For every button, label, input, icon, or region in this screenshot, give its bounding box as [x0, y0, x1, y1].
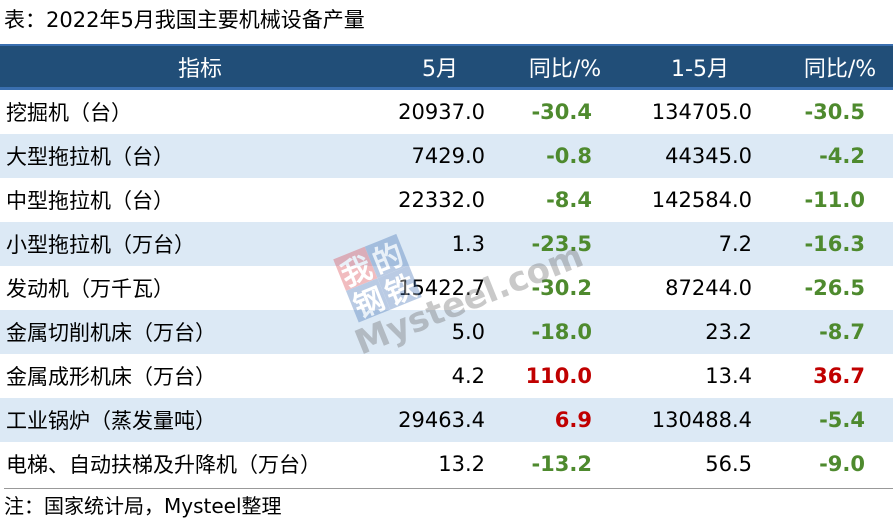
table-row: 工业锅炉（蒸发量吨） 29463.4 6.9 130488.4 -5.4 — [0, 398, 893, 442]
jan-may-value-cell: 134705.0 — [651, 100, 752, 124]
indicator-cell: 金属切削机床（万台） — [6, 321, 216, 345]
may-yoy-cell: 110.0 — [525, 364, 592, 388]
may-yoy-cell: -30.4 — [531, 100, 592, 124]
may-value-cell: 22332.0 — [398, 188, 485, 212]
indicator-cell: 挖掘机（台） — [6, 101, 132, 125]
jan-may-yoy-cell: -30.5 — [804, 100, 865, 124]
jan-may-value-cell: 142584.0 — [651, 188, 752, 212]
table-row: 中型拖拉机（台） 22332.0 -8.4 142584.0 -11.0 — [0, 178, 893, 222]
indicator-cell: 小型拖拉机（万台） — [6, 233, 195, 257]
header-may: 5月 — [422, 56, 458, 82]
jan-may-value-cell: 56.5 — [705, 452, 752, 476]
header-jan-may-yoy: 同比/% — [803, 56, 877, 82]
table-row: 挖掘机（台） 20937.0 -30.4 134705.0 -30.5 — [0, 90, 893, 134]
table-row: 电梯、自动扶梯及升降机（万台） 13.2 -13.2 56.5 -9.0 — [0, 442, 893, 486]
may-yoy-cell: -8.4 — [546, 188, 592, 212]
may-yoy-cell: -23.5 — [531, 232, 592, 256]
jan-may-value-cell: 130488.4 — [651, 408, 752, 432]
header-may-yoy: 同比/% — [528, 56, 602, 82]
jan-may-yoy-cell: -4.2 — [819, 144, 865, 168]
may-yoy-cell: -18.0 — [531, 320, 592, 344]
jan-may-yoy-cell: -8.7 — [819, 320, 865, 344]
may-value-cell: 5.0 — [451, 320, 485, 344]
may-value-cell: 4.2 — [451, 364, 485, 388]
header-jan-may: 1-5月 — [671, 56, 729, 82]
table-row: 金属切削机床（万台） 5.0 -18.0 23.2 -8.7 — [0, 310, 893, 354]
indicator-cell: 金属成形机床（万台） — [6, 365, 216, 389]
jan-may-value-cell: 13.4 — [705, 364, 752, 388]
jan-may-yoy-cell: -5.4 — [819, 408, 865, 432]
jan-may-yoy-cell: -9.0 — [819, 452, 865, 476]
table-header: 指标 5月 同比/% 1-5月 同比/% — [0, 44, 893, 90]
table-row: 发动机（万千瓦） 15422.7 -30.2 87244.0 -26.5 — [0, 266, 893, 310]
jan-may-value-cell: 44345.0 — [665, 144, 752, 168]
source-note: 注：国家统计局，Mysteel整理 — [4, 488, 893, 523]
may-yoy-cell: -0.8 — [546, 144, 592, 168]
may-yoy-cell: -13.2 — [531, 452, 592, 476]
indicator-cell: 电梯、自动扶梯及升降机（万台） — [6, 453, 321, 477]
jan-may-value-cell: 23.2 — [705, 320, 752, 344]
table-title: 表：2022年5月我国主要机械设备产量 — [4, 8, 365, 32]
table-row: 金属成形机床（万台） 4.2 110.0 13.4 36.7 — [0, 354, 893, 398]
may-value-cell: 13.2 — [438, 452, 485, 476]
indicator-cell: 工业锅炉（蒸发量吨） — [6, 409, 216, 433]
jan-may-value-cell: 87244.0 — [665, 276, 752, 300]
table-row: 小型拖拉机（万台） 1.3 -23.5 7.2 -16.3 — [0, 222, 893, 266]
header-indicator: 指标 — [177, 56, 222, 82]
indicator-cell: 发动机（万千瓦） — [6, 277, 174, 301]
jan-may-yoy-cell: -26.5 — [804, 276, 865, 300]
may-value-cell: 15422.7 — [398, 276, 485, 300]
may-value-cell: 29463.4 — [398, 408, 485, 432]
may-value-cell: 7429.0 — [411, 144, 485, 168]
table-row: 大型拖拉机（台） 7429.0 -0.8 44345.0 -4.2 — [0, 134, 893, 178]
may-yoy-cell: 6.9 — [554, 408, 592, 432]
indicator-cell: 大型拖拉机（台） — [6, 145, 174, 169]
may-value-cell: 1.3 — [451, 232, 485, 256]
may-value-cell: 20937.0 — [398, 100, 485, 124]
jan-may-yoy-cell: -16.3 — [804, 232, 865, 256]
may-yoy-cell: -30.2 — [531, 276, 592, 300]
jan-may-value-cell: 7.2 — [718, 232, 752, 256]
production-table: 指标 5月 同比/% 1-5月 同比/% 挖掘机（台） 20937.0 -30.4 1… — [0, 44, 893, 486]
jan-may-yoy-cell: -11.0 — [804, 188, 865, 212]
indicator-cell: 中型拖拉机（台） — [6, 189, 174, 213]
jan-may-yoy-cell: 36.7 — [813, 364, 865, 388]
